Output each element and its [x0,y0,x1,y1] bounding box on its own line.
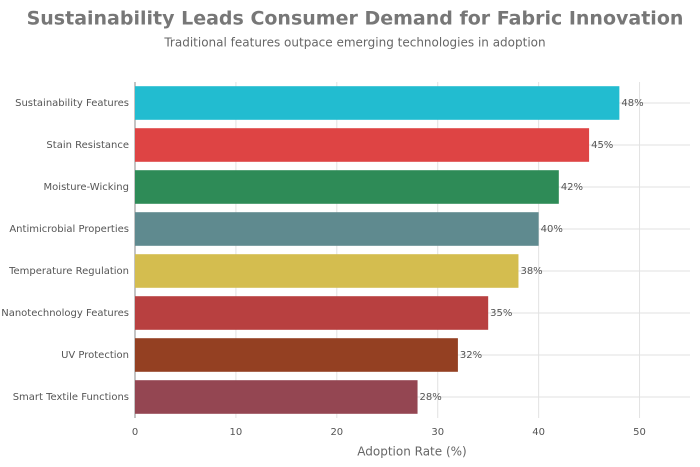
bar [135,380,418,414]
chart-subtitle: Traditional features outpace emerging te… [163,36,545,50]
x-tick-label: 10 [230,427,243,438]
bar [135,170,559,204]
y-tick-label: Sustainability Features [15,98,129,109]
value-label: 38% [520,266,542,277]
y-tick-label: Temperature Regulation [8,266,129,277]
value-label: 48% [621,98,643,109]
x-tick-label: 40 [532,427,545,438]
value-label: 32% [460,350,482,361]
y-tick-label: Stain Resistance [46,140,129,151]
bar [135,296,489,330]
bar [135,212,539,246]
bar [135,128,590,162]
x-axis-title: Adoption Rate (%) [357,445,466,459]
value-label: 35% [490,308,512,319]
bar [135,86,620,120]
bar [135,338,458,372]
x-tick-label: 50 [633,427,646,438]
value-label: 45% [591,140,613,151]
y-tick-label: Smart Textile Functions [13,392,129,403]
x-tick-label: 20 [330,427,343,438]
value-label: 28% [420,392,442,403]
y-tick-label: Nanotechnology Features [1,308,129,319]
x-tick-label: 0 [132,427,138,438]
value-label: 40% [541,224,563,235]
y-tick-label: Antimicrobial Properties [9,224,129,235]
y-tick-label: UV Protection [61,350,129,361]
bar [135,254,519,288]
chart-title: Sustainability Leads Consumer Demand for… [27,8,684,30]
y-tick-label: Moisture-Wicking [44,182,129,193]
x-tick-label: 30 [431,427,444,438]
value-label: 42% [561,182,583,193]
